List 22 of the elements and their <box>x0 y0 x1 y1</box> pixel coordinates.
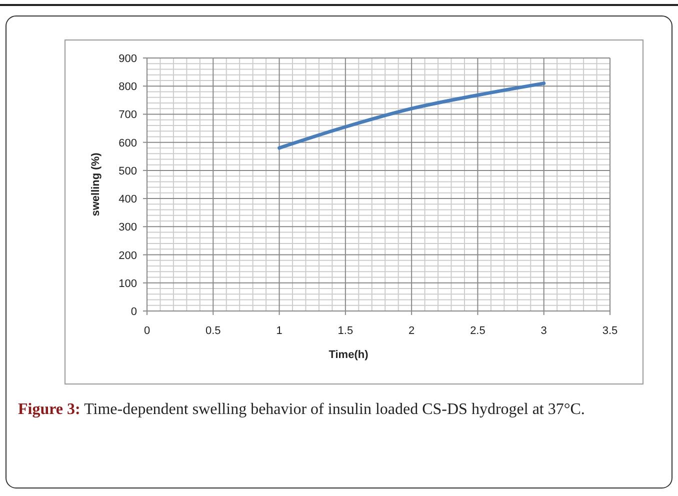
x-axis-title: Time(h) <box>328 349 369 361</box>
y-tick-label: 300 <box>118 222 137 234</box>
y-tick-label: 700 <box>118 109 137 122</box>
y-tick-label: 400 <box>118 194 137 206</box>
x-tick-label: 3 <box>540 325 547 337</box>
y-tick-label: 500 <box>118 165 137 178</box>
y-tick-label: 800 <box>118 81 137 94</box>
x-tick-label: 0.5 <box>205 325 221 337</box>
x-tick-label: 2.5 <box>470 325 486 337</box>
x-tick-label: 1.5 <box>338 325 354 337</box>
y-tick-label: 100 <box>118 278 137 290</box>
caption: Figure 3: Time-dependent swelling behavior of insulin loaded CS-DS hydrogel at 37°C. <box>18 400 586 420</box>
y-axis-title: swelling (%) <box>90 152 102 216</box>
y-tick-label: 900 <box>118 53 137 65</box>
x-tick-label: 2 <box>408 325 415 337</box>
y-tick-label: 0 <box>130 306 137 318</box>
x-tick-label: 3.5 <box>602 325 618 337</box>
y-tick-label: 200 <box>118 250 137 262</box>
x-tick-label: 1 <box>276 325 282 337</box>
line-series <box>278 82 546 150</box>
y-tick-label: 600 <box>118 137 137 150</box>
x-tick-label: 0 <box>144 325 150 337</box>
